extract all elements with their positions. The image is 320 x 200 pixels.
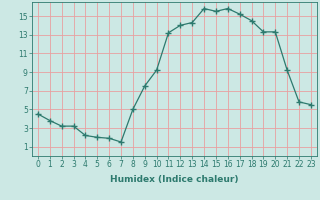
X-axis label: Humidex (Indice chaleur): Humidex (Indice chaleur) (110, 175, 239, 184)
